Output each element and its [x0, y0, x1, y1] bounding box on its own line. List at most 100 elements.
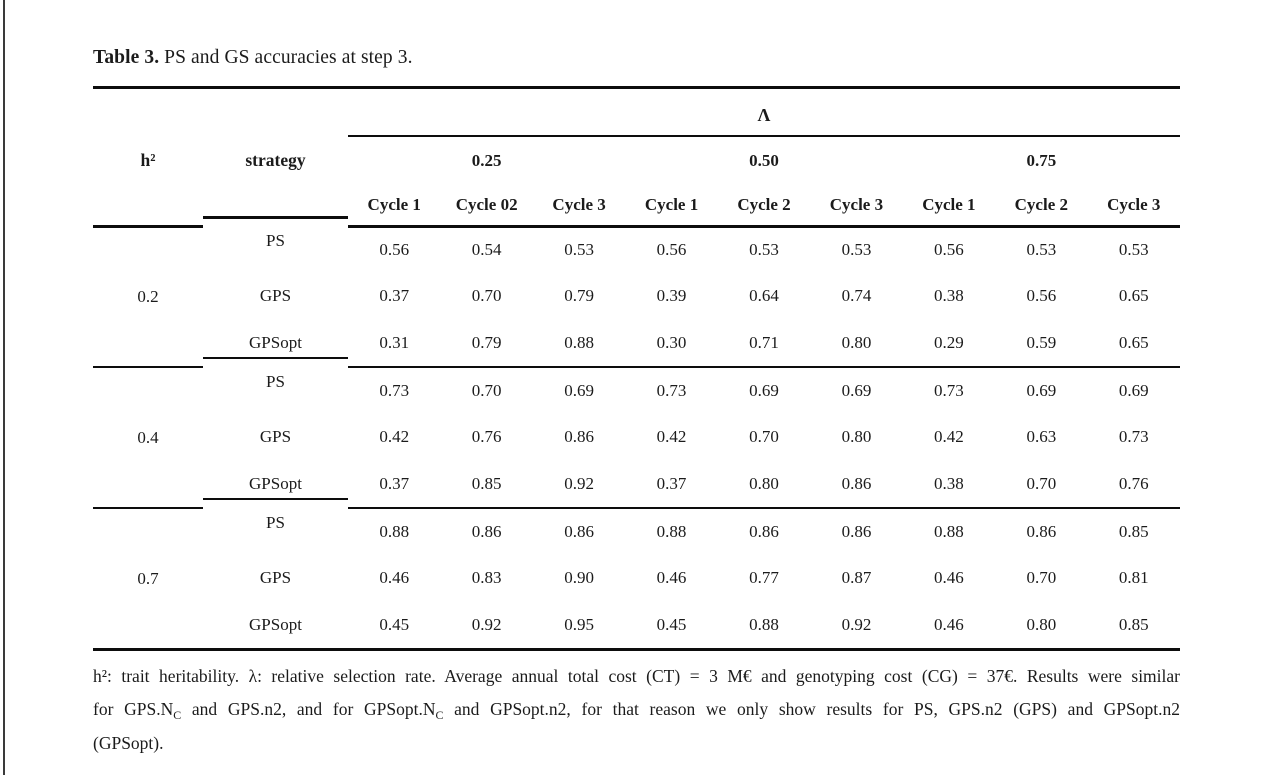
accuracy-value: 0.73 [1118, 426, 1149, 446]
accuracy-value: 0.69 [532, 366, 626, 413]
accuracy-value: 0.38 [934, 473, 964, 493]
strategy-label: GPSopt [249, 473, 302, 493]
lambda-group-075: 0.75 [902, 135, 1180, 185]
accuracy-value: 0.85 [1118, 614, 1149, 634]
accuracy-value: 0.88 [749, 614, 779, 634]
accuracy-value: 0.69 [995, 366, 1088, 413]
accuracy-value: 0.81 [1118, 567, 1149, 587]
accuracy-value: 0.86 [717, 507, 811, 554]
footnote-subscript: C [173, 707, 182, 722]
table-caption-text: PS and GS accuracies at step 3. [159, 47, 413, 68]
accuracy-value: 0.59 [1026, 332, 1057, 352]
accuracy-value: 0.85 [471, 473, 502, 493]
accuracy-value: 0.38 [934, 285, 964, 305]
cycle-header: Cycle 1 [644, 195, 699, 214]
accuracy-value: 0.53 [1087, 225, 1180, 272]
accuracy-value: 0.86 [564, 426, 594, 446]
accuracy-value: 0.37 [656, 473, 687, 493]
footnote-text: and GPSopt.n2, for that reason we only s… [443, 698, 1180, 719]
h2-value: 0.4 [93, 366, 203, 507]
accuracy-value: 0.70 [1026, 567, 1057, 587]
table-caption: Table 3. PS and GS accuracies at step 3. [93, 46, 1180, 70]
accuracy-value: 0.88 [902, 507, 996, 554]
accuracy-value: 0.86 [810, 507, 903, 554]
footnote-text: h²: trait heritability. λ: relative sele… [93, 666, 1180, 686]
accuracy-value: 0.86 [995, 507, 1088, 554]
accuracy-value: 0.92 [564, 473, 594, 493]
accuracy-value: 0.73 [348, 366, 441, 413]
cycle-header: Cycle 2 [737, 195, 791, 214]
accuracy-value: 0.76 [471, 426, 502, 446]
accuracy-value: 0.65 [1118, 332, 1149, 352]
strategy-label: GPS [259, 285, 292, 305]
accuracy-value: 0.88 [625, 507, 718, 554]
accuracy-value: 0.56 [625, 225, 718, 272]
accuracy-value: 0.30 [656, 332, 687, 352]
accuracy-value: 0.37 [379, 285, 410, 305]
accuracy-value: 0.69 [717, 366, 811, 413]
footnote-text: (GPSopt). [93, 733, 164, 753]
results-table: Λ h² strategy 0.25 0.50 0.75 Cycle 1 Cyc… [93, 86, 1180, 651]
accuracy-value: 0.45 [656, 614, 687, 634]
accuracy-value: 0.39 [656, 285, 687, 305]
h2-value: 0.7 [93, 507, 203, 648]
accuracy-value: 0.56 [902, 225, 996, 272]
accuracy-value: 0.42 [656, 426, 687, 446]
accuracy-value: 0.46 [656, 567, 687, 587]
lambda-group-050: 0.50 [625, 135, 903, 185]
accuracy-value: 0.70 [440, 366, 533, 413]
footnote-subscript: C [435, 707, 444, 722]
accuracy-value: 0.87 [841, 567, 872, 587]
accuracy-value: 0.76 [1118, 473, 1149, 493]
strategy-label: PS [203, 216, 348, 263]
strategy-label: PS [203, 357, 348, 404]
accuracy-value: 0.64 [749, 285, 779, 305]
accuracy-value: 0.79 [471, 332, 502, 352]
accuracy-value: 0.85 [1087, 507, 1180, 554]
accuracy-value: 0.86 [440, 507, 533, 554]
strategy-label: GPSopt [249, 614, 302, 634]
accuracy-value: 0.65 [1118, 285, 1149, 305]
accuracy-value: 0.29 [934, 332, 964, 352]
accuracy-value: 0.53 [532, 225, 626, 272]
cycle-header: Cycle 3 [552, 195, 606, 214]
strategy-label: PS [203, 498, 348, 545]
lambda-header: Λ [757, 104, 771, 125]
accuracy-value: 0.46 [379, 567, 410, 587]
accuracy-value: 0.77 [749, 567, 779, 587]
accuracy-value: 0.53 [810, 225, 903, 272]
accuracy-value: 0.79 [564, 285, 594, 305]
accuracy-value: 0.53 [995, 225, 1088, 272]
accuracy-value: 0.92 [471, 614, 502, 634]
strategy-label: GPS [259, 426, 292, 446]
strategy-label: GPS [259, 567, 292, 587]
accuracy-value: 0.31 [379, 332, 410, 352]
accuracy-value: 0.92 [841, 614, 872, 634]
footnote-line: h²: trait heritability. λ: relative sele… [93, 660, 1180, 693]
col-header-h2: h² [140, 149, 156, 170]
accuracy-value: 0.69 [1087, 366, 1180, 413]
h2-value: 0.2 [93, 225, 203, 366]
table-footnote: h²: trait heritability. λ: relative sele… [93, 660, 1180, 760]
accuracy-value: 0.70 [749, 426, 779, 446]
accuracy-value: 0.83 [471, 567, 502, 587]
col-header-strategy: strategy [245, 149, 306, 170]
accuracy-value: 0.80 [841, 426, 872, 446]
accuracy-value: 0.70 [471, 285, 502, 305]
accuracy-value: 0.80 [841, 332, 872, 352]
accuracy-value: 0.70 [1026, 473, 1057, 493]
footnote-line: for GPS.NC and GPS.n2, and for GPSopt.NC… [93, 693, 1180, 728]
accuracy-value: 0.42 [379, 426, 410, 446]
accuracy-value: 0.73 [902, 366, 996, 413]
page-left-border [3, 0, 5, 775]
accuracy-value: 0.37 [379, 473, 410, 493]
accuracy-value: 0.56 [348, 225, 441, 272]
accuracy-value: 0.56 [1026, 285, 1057, 305]
footnote-line: (GPSopt). [93, 727, 1180, 760]
accuracy-value: 0.69 [810, 366, 903, 413]
cycle-header: Cycle 3 [829, 195, 884, 214]
accuracy-value: 0.88 [348, 507, 441, 554]
accuracy-value: 0.45 [379, 614, 410, 634]
cycle-header: Cycle 02 [455, 195, 518, 214]
accuracy-value: 0.80 [749, 473, 779, 493]
